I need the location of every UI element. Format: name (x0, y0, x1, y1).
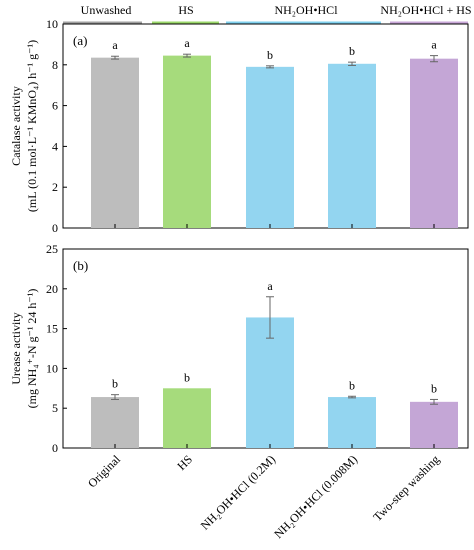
y-tick-label: 2 (52, 180, 58, 194)
bar-1 (163, 388, 211, 448)
y-tick-label: 25 (46, 242, 58, 256)
group-label-1: HS (178, 3, 193, 17)
bar-4 (410, 58, 458, 229)
bar-3 (328, 397, 376, 448)
group-label-0: Unwashed (81, 3, 132, 17)
bar-0 (91, 397, 139, 448)
bar-0 (91, 57, 139, 228)
significance-letter-3: b (349, 44, 355, 58)
x-category-label-1: HS (174, 452, 195, 473)
x-category-label-4: Two-step washing (370, 452, 442, 524)
bar-2 (246, 66, 294, 228)
bar-4 (410, 401, 458, 448)
panel-a-catalase: 0 2 4 6 8 10 Catalase activity (mL (0.1 mol·L⁻¹… (9, 17, 469, 235)
significance-letter-4: a (431, 38, 437, 52)
significance-letter-2: b (267, 48, 273, 62)
significance-letter-3: b (349, 378, 355, 392)
y-axis-label-line2: (mL (0.1 mol·L⁻¹ KMnO₄) h⁻¹ g⁻¹) (25, 40, 39, 212)
x-category-label-0: Original (85, 452, 124, 491)
group-label-2: NH₂OH•HCl (274, 3, 338, 17)
bar-1 (163, 55, 211, 229)
significance-letter-4: b (431, 381, 437, 395)
panel-label: (a) (73, 33, 87, 48)
bar-2 (246, 317, 294, 448)
y-axis-label-line1: Catalase activity (9, 86, 23, 166)
y-tick-label: 10 (46, 361, 58, 375)
significance-letter-0: a (112, 38, 118, 52)
y-tick-label: 15 (46, 322, 58, 336)
x-category-label-3: NH₂OH•HCl (0.008M) (271, 452, 360, 541)
significance-letter-1: b (184, 370, 190, 384)
y-tick-label: 4 (52, 139, 58, 153)
panel-b-urease: 0 5 10 15 20 25 Urease activity (mg NH₄⁺-N g⁻¹ … (9, 242, 469, 541)
significance-letter-0: b (112, 377, 118, 391)
y-axis-label-line2: (mg NH₄⁺-N g⁻¹ 24 h⁻¹) (25, 289, 39, 409)
significance-letter-1: a (184, 36, 190, 50)
panel-label: (b) (73, 258, 88, 273)
y-tick-label: 0 (52, 221, 58, 235)
bar-3 (328, 63, 376, 228)
group-header: Unwashed HS NH₂OH•HCl NH₂OH•HCl + HS (63, 3, 472, 25)
y-axis-label-line1: Urease activity (9, 312, 23, 384)
y-tick-label: 0 (52, 441, 58, 455)
significance-letter-2: a (267, 279, 273, 293)
group-label-3: NH₂OH•HCl + HS (380, 3, 471, 17)
y-tick-label: 6 (52, 99, 58, 113)
y-tick-label: 10 (46, 17, 58, 31)
x-category-label-2: NH₂OH•HCl (0.2M) (198, 452, 278, 532)
y-tick-label: 5 (52, 401, 58, 415)
y-tick-label: 20 (46, 282, 58, 296)
y-tick-label: 8 (52, 58, 58, 72)
